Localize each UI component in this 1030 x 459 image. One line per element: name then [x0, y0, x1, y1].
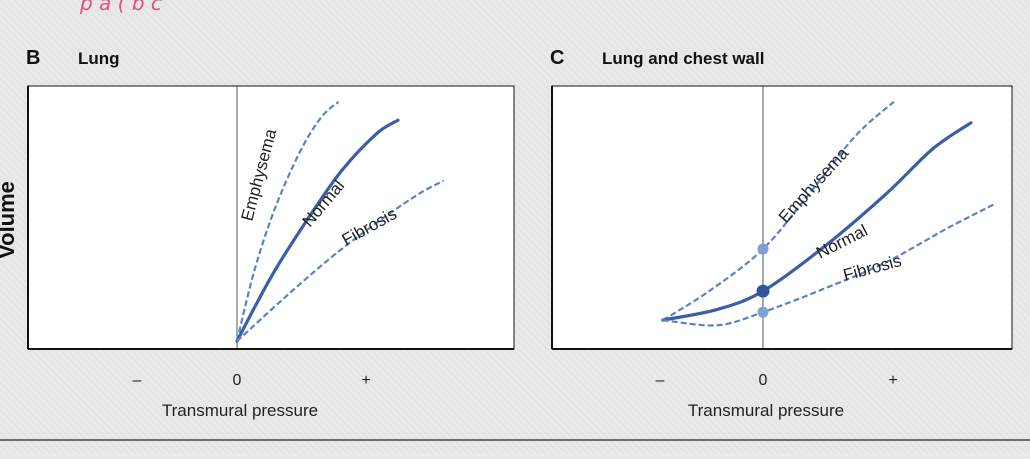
- panel-c-marker-emphysema: [757, 243, 769, 255]
- panel-c-tick-plus: +: [888, 372, 897, 389]
- panel-b-tick-zero: 0: [233, 372, 242, 389]
- panel-c-title: Lung and chest wall: [602, 49, 764, 68]
- panel-b: B Lung Volume Emphysema Normal Fibrosis …: [0, 47, 515, 420]
- panel-c-marker-fibrosis: [757, 306, 769, 318]
- panel-b-series: [235, 100, 445, 343]
- panel-b-tick-minus: –: [133, 372, 142, 389]
- panel-b-tick-plus: +: [361, 372, 370, 389]
- panel-c-x-axis-label: Transmural pressure: [688, 401, 844, 420]
- panel-c: C Lung and chest wall Emphysema Normal F…: [550, 47, 1013, 420]
- panel-c-tick-minus: –: [656, 372, 665, 389]
- panel-b-curve-normal: [235, 118, 400, 343]
- handwriting-annotation: p a ( b c: [79, 0, 162, 15]
- panel-b-curve-fibrosis: [236, 179, 445, 342]
- panel-c-tick-zero: 0: [759, 372, 768, 389]
- panel-b-x-axis-label: Transmural pressure: [162, 401, 318, 420]
- panel-c-curve-emphysema: [662, 100, 895, 322]
- panel-b-curve-emphysema: [235, 100, 340, 342]
- panel-c-curve-fibrosis: [662, 203, 995, 327]
- panel-b-letter: B: [26, 47, 40, 69]
- panel-c-curve-normal: [661, 121, 973, 322]
- panel-b-title: Lung: [78, 49, 120, 68]
- panel-c-marker-normal: [756, 284, 770, 298]
- panel-c-letter: C: [550, 47, 564, 69]
- panel-c-series: [661, 100, 995, 327]
- y-axis-label: Volume: [0, 181, 19, 259]
